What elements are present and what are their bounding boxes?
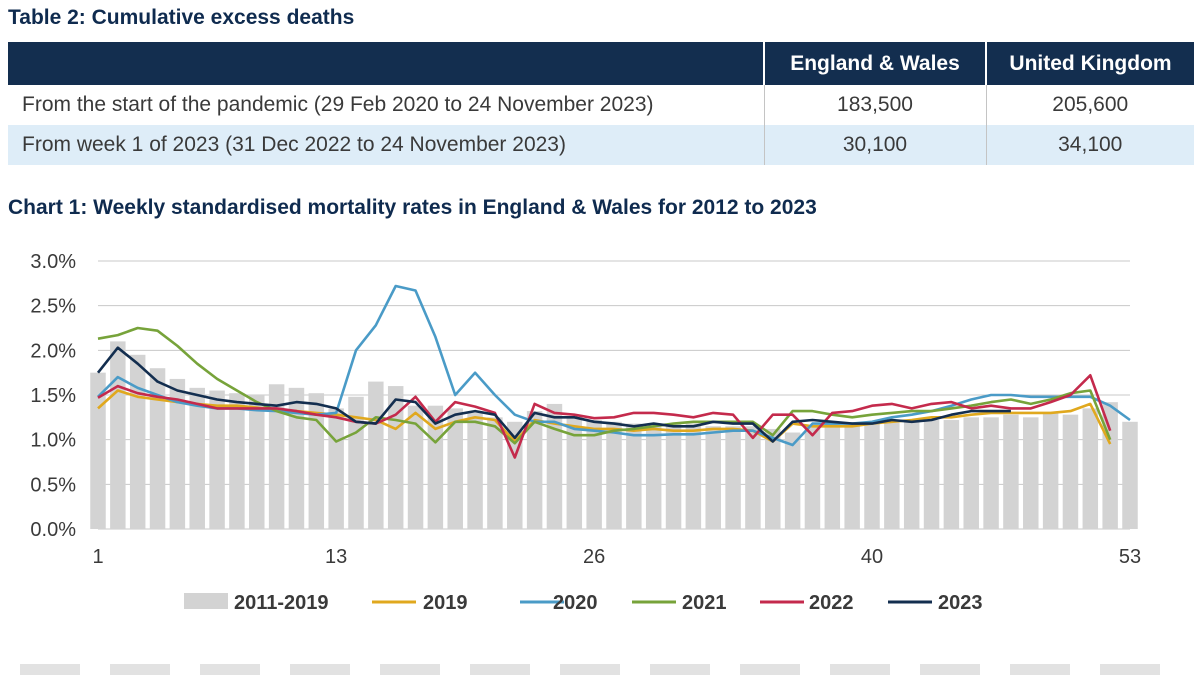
- bar-2011-2019: [606, 421, 622, 529]
- bar-2011-2019: [1042, 412, 1059, 529]
- bar-2011-2019: [983, 417, 999, 529]
- bar-2011-2019: [586, 420, 602, 529]
- y-tick-label: 2.5%: [30, 296, 76, 318]
- header-england-wales: England & Wales: [763, 42, 986, 85]
- bar-2011-2019: [1062, 414, 1079, 529]
- bar-2011-2019: [229, 393, 245, 529]
- bar-2011-2019: [328, 408, 344, 529]
- table-title: Table 2: Cumulative excess deaths: [8, 6, 355, 29]
- bar-2011-2019: [566, 417, 583, 529]
- legend-swatch-2011-2019: [184, 593, 228, 609]
- x-tick-label: 13: [325, 546, 347, 568]
- table-row: From week 1 of 2023 (31 Dec 2022 to 24 N…: [8, 125, 1194, 165]
- bar-2011-2019: [467, 412, 483, 529]
- legend-label-2023: 2023: [938, 592, 983, 614]
- bar-2011-2019: [110, 341, 126, 529]
- series-line-2023: [96, 346, 1011, 443]
- x-tick-label: 26: [583, 546, 605, 568]
- mortality-chart: 0.0% 0.5% 1.0% 1.5% 2.0% 2.5% 3.0% 1 13 26 40 53 201…: [30, 251, 1141, 614]
- bar-2011-2019: [308, 393, 325, 529]
- bar-2011-2019: [288, 387, 305, 529]
- bar-2011-2019: [129, 354, 146, 529]
- bar-2011-2019: [745, 426, 761, 529]
- bar-2011-2019: [784, 432, 801, 529]
- bar-2011-2019: [1003, 414, 1019, 529]
- row-value-united-kingdom: 205,600: [985, 85, 1194, 125]
- bar-2011-2019: [963, 417, 979, 529]
- y-tick-label: 2.0%: [30, 340, 76, 362]
- bar-2011-2019: [943, 420, 960, 529]
- bar-2011-2019: [169, 378, 186, 529]
- bar-2011-2019: [90, 372, 106, 529]
- x-tick-label: 1: [92, 546, 103, 568]
- bar-2011-2019: [407, 405, 424, 529]
- bar-2011-2019: [487, 417, 503, 529]
- x-tick-label: 40: [861, 546, 883, 568]
- row-label: From the start of the pandemic (29 Feb 2…: [8, 85, 764, 125]
- bar-2011-2019: [189, 387, 205, 529]
- bar-2011-2019: [249, 395, 265, 529]
- bar-2011-2019: [923, 420, 940, 529]
- row-value-england-wales: 183,500: [763, 85, 986, 125]
- chart-title: Chart 1: Weekly standardised mortality r…: [8, 196, 817, 219]
- row-value-england-wales: 30,100: [763, 125, 986, 165]
- bar-2011-2019: [1082, 408, 1099, 529]
- bar-2011-2019: [804, 426, 821, 529]
- legend-label-2019: 2019: [423, 592, 468, 614]
- y-tick-label: 0.0%: [30, 519, 76, 541]
- bar-2011-2019: [626, 423, 642, 529]
- table-row: From the start of the pandemic (29 Feb 2…: [8, 85, 1194, 125]
- bar-2011-2019: [725, 426, 741, 529]
- row-label: From week 1 of 2023 (31 Dec 2022 to 24 N…: [8, 125, 764, 165]
- bar-2011-2019: [824, 423, 841, 529]
- bar-2011-2019: [903, 420, 920, 529]
- legend-label-2022: 2022: [809, 592, 854, 614]
- bar-2011-2019: [685, 423, 702, 529]
- series-line-2021: [97, 326, 1112, 445]
- bar-2011-2019: [209, 390, 225, 529]
- faded-footer-text: [20, 664, 1190, 675]
- legend-label-2021: 2021: [682, 592, 727, 614]
- bar-2011-2019: [546, 403, 563, 529]
- y-tick-label: 3.0%: [30, 251, 76, 273]
- bar-2011-2019: [526, 411, 543, 529]
- y-tick-label: 1.5%: [30, 385, 76, 407]
- bar-2011-2019: [1102, 402, 1118, 529]
- bar-2011-2019: [884, 421, 900, 529]
- excess-deaths-table: England & Wales United Kingdom From the …: [8, 42, 1194, 165]
- header-united-kingdom: United Kingdom: [985, 42, 1194, 85]
- legend-label-2020: 2020: [553, 592, 598, 614]
- legend-label-2011-2019: 2011-2019: [234, 592, 329, 614]
- bar-2011-2019: [1122, 421, 1138, 529]
- bar-2011-2019: [844, 426, 860, 529]
- bar-2011-2019: [447, 408, 463, 529]
- header-blank: [8, 42, 764, 85]
- bar-2011-2019: [645, 426, 662, 529]
- y-tick-label: 1.0%: [30, 430, 76, 452]
- bar-2011-2019: [864, 421, 880, 529]
- series-line-2022: [97, 374, 1112, 459]
- bar-2011-2019: [368, 381, 384, 529]
- table-header-row: England & Wales United Kingdom: [8, 42, 1194, 85]
- bar-2011-2019: [765, 428, 781, 529]
- row-value-united-kingdom: 34,100: [985, 125, 1194, 165]
- bar-2011-2019: [268, 384, 285, 529]
- x-tick-label: 53: [1119, 546, 1141, 568]
- bar-2011-2019: [665, 423, 682, 529]
- bar-2011-2019: [149, 368, 166, 529]
- bar-2011-2019: [705, 426, 721, 529]
- bar-2011-2019: [1023, 417, 1039, 529]
- y-tick-label: 0.5%: [30, 474, 76, 496]
